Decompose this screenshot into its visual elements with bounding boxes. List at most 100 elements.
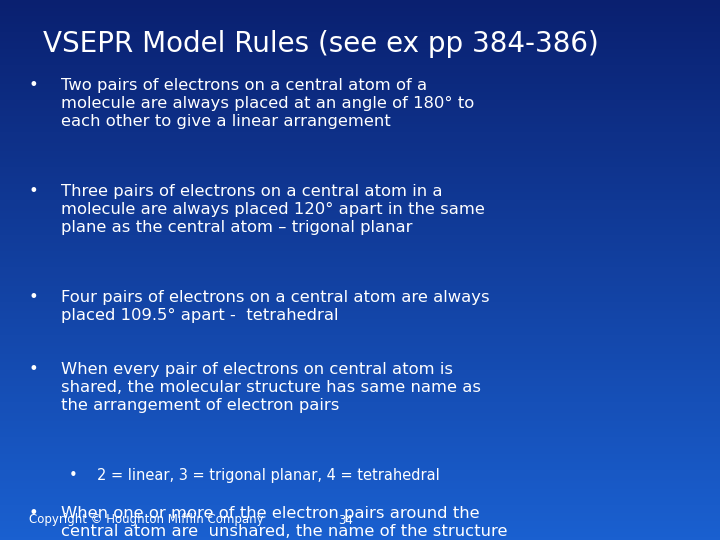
Bar: [0, 265, 720, 267]
Bar: [0, 481, 720, 483]
Bar: [0, 254, 720, 256]
Bar: [0, 19, 720, 22]
Bar: [0, 397, 720, 400]
Bar: [0, 97, 720, 100]
Bar: [0, 221, 720, 224]
Bar: [0, 154, 720, 157]
Bar: [0, 46, 720, 49]
Bar: [0, 105, 720, 108]
Bar: [0, 483, 720, 486]
Text: •: •: [68, 468, 77, 483]
Bar: [0, 143, 720, 146]
Bar: [0, 475, 720, 478]
Bar: [0, 27, 720, 30]
Bar: [0, 392, 720, 394]
Bar: [0, 76, 720, 78]
Bar: [0, 205, 720, 208]
Bar: [0, 111, 720, 113]
Bar: [0, 200, 720, 202]
Bar: [0, 275, 720, 278]
Bar: [0, 70, 720, 73]
Bar: [0, 256, 720, 259]
Bar: [0, 11, 720, 14]
Bar: [0, 243, 720, 246]
Bar: [0, 305, 720, 308]
Bar: [0, 432, 720, 435]
Bar: [0, 208, 720, 211]
Bar: [0, 78, 720, 81]
Bar: [0, 319, 720, 321]
Bar: [0, 313, 720, 316]
Bar: [0, 348, 720, 351]
Bar: [0, 162, 720, 165]
Bar: [0, 103, 720, 105]
Bar: [0, 478, 720, 481]
Bar: [0, 194, 720, 197]
Bar: [0, 437, 720, 440]
Text: •: •: [29, 78, 39, 93]
Bar: [0, 513, 720, 516]
Bar: [0, 54, 720, 57]
Bar: [0, 497, 720, 500]
Bar: [0, 424, 720, 427]
Bar: [0, 310, 720, 313]
Bar: [0, 124, 720, 127]
Bar: [0, 378, 720, 381]
Bar: [0, 181, 720, 184]
Bar: [0, 529, 720, 532]
Bar: [0, 238, 720, 240]
Bar: [0, 451, 720, 454]
Bar: [0, 130, 720, 132]
Bar: [0, 267, 720, 270]
Text: •: •: [29, 506, 39, 521]
Text: When every pair of electrons on central atom is
shared, the molecular structure : When every pair of electrons on central …: [61, 362, 481, 413]
Bar: [0, 140, 720, 143]
Bar: [0, 30, 720, 32]
Bar: [0, 405, 720, 408]
Bar: [0, 35, 720, 38]
Bar: [0, 316, 720, 319]
Bar: [0, 429, 720, 432]
Bar: [0, 427, 720, 429]
Bar: [0, 86, 720, 89]
Bar: [0, 251, 720, 254]
Bar: [0, 470, 720, 472]
Bar: [0, 508, 720, 510]
Bar: [0, 381, 720, 383]
Bar: [0, 362, 720, 364]
Bar: [0, 292, 720, 294]
Bar: [0, 343, 720, 346]
Bar: [0, 467, 720, 470]
Bar: [0, 502, 720, 505]
Bar: [0, 448, 720, 451]
Bar: [0, 51, 720, 54]
Bar: [0, 440, 720, 443]
Bar: [0, 219, 720, 221]
Bar: [0, 259, 720, 262]
Bar: [0, 148, 720, 151]
Bar: [0, 356, 720, 359]
Bar: [0, 435, 720, 437]
Bar: [0, 505, 720, 508]
Bar: [0, 518, 720, 521]
Bar: [0, 38, 720, 40]
Bar: [0, 0, 720, 3]
Bar: [0, 494, 720, 497]
Bar: [0, 59, 720, 62]
Bar: [0, 400, 720, 402]
Bar: [0, 119, 720, 122]
Text: •: •: [29, 362, 39, 377]
Bar: [0, 224, 720, 227]
Bar: [0, 14, 720, 16]
Bar: [0, 302, 720, 305]
Bar: [0, 297, 720, 300]
Bar: [0, 211, 720, 213]
Bar: [0, 57, 720, 59]
Text: 2 = linear, 3 = trigonal planar, 4 = tetrahedral: 2 = linear, 3 = trigonal planar, 4 = tet…: [97, 468, 440, 483]
Bar: [0, 24, 720, 27]
Bar: [0, 321, 720, 324]
Bar: [0, 289, 720, 292]
Bar: [0, 500, 720, 502]
Bar: [0, 416, 720, 418]
Bar: [0, 464, 720, 467]
